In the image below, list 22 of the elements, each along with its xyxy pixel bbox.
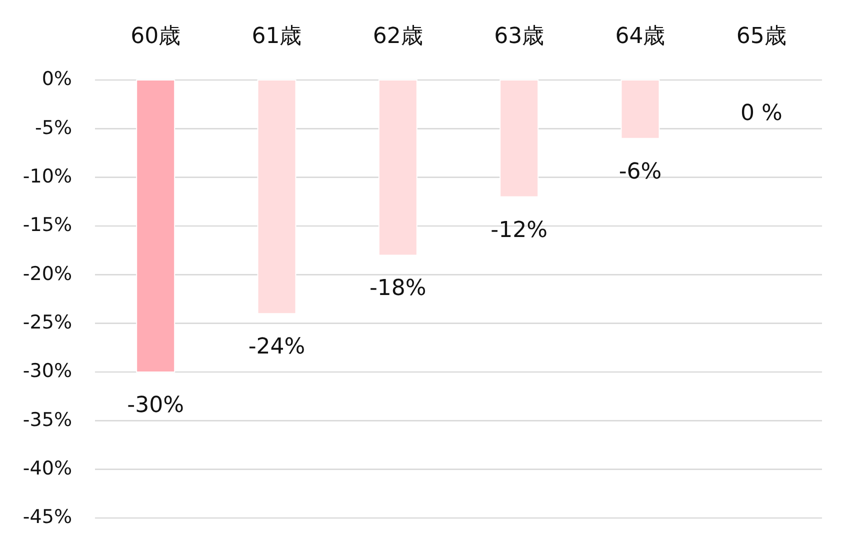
xtick: 62歳 xyxy=(372,24,423,50)
ytick: -5% xyxy=(35,116,72,139)
ytick: -45% xyxy=(22,506,72,528)
xtick: 61歳 xyxy=(252,24,302,50)
xtick: 65歳 xyxy=(736,24,786,50)
xtick: 60歳 xyxy=(130,24,181,50)
data-label: -12% xyxy=(490,218,548,243)
ytick: 0% xyxy=(42,68,72,90)
data-label: 0 % xyxy=(740,101,782,126)
ytick: -35% xyxy=(22,408,72,431)
xtick: 63歳 xyxy=(494,24,544,50)
data-label: -18% xyxy=(370,276,426,302)
ytick: -15% xyxy=(22,214,72,236)
data-label: -24% xyxy=(248,334,306,360)
xtick: 64歳 xyxy=(615,24,666,50)
ytick: -10% xyxy=(22,166,72,188)
ytick: -30% xyxy=(22,360,72,382)
ytick: -25% xyxy=(22,312,72,334)
ytick: -20% xyxy=(22,262,72,285)
data-label: -30% xyxy=(127,393,184,418)
data-label: -6% xyxy=(618,159,662,184)
ytick: -40% xyxy=(22,458,72,480)
